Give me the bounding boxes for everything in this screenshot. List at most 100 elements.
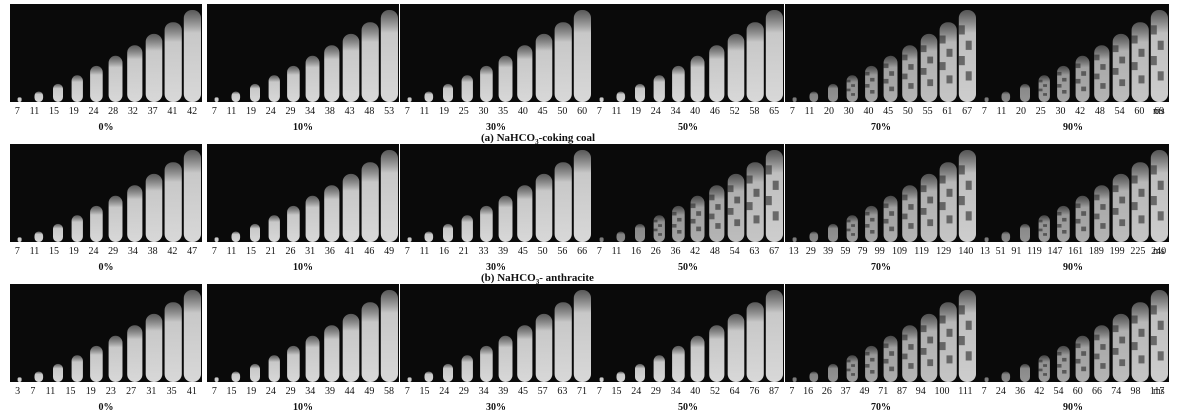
- time-tick-label: 7: [596, 106, 602, 117]
- time-tick-label: 7: [981, 386, 987, 397]
- time-tick-label: 39: [498, 386, 509, 397]
- time-tick-label: 87: [896, 386, 907, 397]
- concentration-label: 30%: [486, 122, 506, 133]
- time-tick-label: 24: [265, 386, 276, 397]
- time-tick-label: 35: [498, 106, 509, 117]
- time-tick-label: 199: [1109, 246, 1125, 257]
- time-tick-label: 19: [68, 106, 79, 117]
- time-tick-label: 37: [840, 386, 851, 397]
- time-tick-label: 52: [729, 106, 740, 117]
- time-tick-label: 34: [670, 386, 681, 397]
- time-tick-label: 71: [878, 386, 889, 397]
- time-tick-label: 48: [364, 106, 375, 117]
- time-tick-labels: 7 11 16 21 33 39 45 50 56 66: [400, 246, 592, 257]
- caption-subscript: 3: [535, 278, 540, 287]
- time-tick-label: 16: [803, 386, 814, 397]
- time-tick-label: 34: [127, 246, 138, 257]
- time-tick-label: 37: [147, 106, 158, 117]
- time-tick-label: 45: [517, 386, 528, 397]
- time-tick-label: 16: [630, 246, 641, 257]
- time-tick-label: 7: [404, 386, 410, 397]
- time-tick-label: 7: [30, 386, 36, 397]
- time-tick-label: 52: [709, 386, 720, 397]
- time-tick-label: 24: [650, 106, 661, 117]
- time-tick-labels: 7 11 16 26 36 42 48 54 63 67: [592, 246, 784, 257]
- time-tick-label: 11: [996, 106, 1007, 117]
- time-tick-label: 36: [670, 246, 681, 257]
- time-tick-label: 63: [557, 386, 568, 397]
- time-tick-label: 7: [211, 106, 217, 117]
- time-unit-label: ms: [1153, 106, 1165, 117]
- time-tick-labels: 7 15 24 29 34 40 52 64 76 87: [592, 386, 784, 397]
- time-tick-labels: 7 15 24 29 34 39 45 57 63 71: [400, 386, 592, 397]
- time-tick-label: 66: [1092, 386, 1103, 397]
- time-tick-label: 32: [127, 106, 138, 117]
- flame-image-panel: [592, 4, 784, 102]
- concentration-label: 70%: [871, 122, 891, 133]
- time-tick-label: 11: [226, 106, 237, 117]
- caption-subscript: 3: [535, 138, 539, 147]
- flame-image-panel: [977, 144, 1169, 242]
- caption-prefix: (a) NaHCO: [481, 132, 536, 144]
- time-tick-label: 54: [1114, 106, 1125, 117]
- time-tick-label: 40: [690, 386, 701, 397]
- time-tick-label: 39: [324, 386, 335, 397]
- flame-image-panel: [10, 144, 202, 242]
- time-tick-label: 36: [1015, 386, 1026, 397]
- time-tick-label: 44: [344, 386, 355, 397]
- time-tick-label: 29: [108, 246, 119, 257]
- time-tick-label: 23: [105, 386, 116, 397]
- time-tick-label: 7: [596, 246, 602, 257]
- time-tick-label: 42: [1034, 386, 1045, 397]
- time-tick-label: 240: [1151, 246, 1167, 257]
- concentration-label: 70%: [871, 262, 891, 273]
- time-tick-label: 7: [211, 246, 217, 257]
- time-tick-label: 48: [709, 246, 720, 257]
- time-tick-label: 19: [68, 246, 79, 257]
- time-tick-label: 147: [1047, 246, 1063, 257]
- time-tick-labels: 7 11 19 24 29 34 38 43 48 53: [207, 106, 399, 117]
- concentration-label: 10%: [293, 262, 313, 273]
- concentration-label: 10%: [293, 402, 313, 413]
- time-tick-label: 13: [979, 246, 990, 257]
- time-tick-label: 60: [577, 106, 588, 117]
- time-tick-label: 15: [245, 246, 256, 257]
- time-tick-label: 109: [892, 246, 908, 257]
- time-tick-label: 21: [458, 246, 469, 257]
- flame-image-panel: [785, 144, 977, 242]
- time-tick-label: 66: [577, 246, 588, 257]
- time-tick-labels: 7 16 26 37 49 71 87 94 100 111: [785, 386, 977, 397]
- flame-image-panel: [592, 144, 784, 242]
- time-tick-label: 36: [324, 246, 335, 257]
- flame-image-panel: [10, 4, 202, 102]
- time-tick-label: 11: [29, 246, 40, 257]
- time-tick-label: 16: [438, 246, 449, 257]
- time-tick-label: 41: [344, 246, 355, 257]
- flame-image-panel: [207, 144, 399, 242]
- time-tick-label: 7: [211, 386, 217, 397]
- time-tick-label: 7: [14, 106, 20, 117]
- time-tick-label: 11: [419, 246, 430, 257]
- flame-image-panel: [207, 4, 399, 102]
- time-tick-label: 50: [537, 246, 548, 257]
- time-tick-label: 26: [821, 386, 832, 397]
- time-tick-label: 11: [45, 386, 56, 397]
- concentration-label: 30%: [486, 402, 506, 413]
- time-tick-label: 40: [690, 106, 701, 117]
- time-tick-label: 30: [478, 106, 489, 117]
- time-tick-label: 34: [670, 106, 681, 117]
- time-tick-label: 35: [166, 386, 177, 397]
- time-tick-label: 11: [804, 106, 815, 117]
- time-tick-label: 11: [611, 246, 622, 257]
- time-tick-label: 33: [478, 246, 489, 257]
- time-tick-label: 11: [611, 106, 622, 117]
- time-tick-labels: 3 7 11 15 19 23 27 31 35 41: [10, 386, 202, 397]
- flame-image-panel: [10, 284, 202, 382]
- time-tick-label: 60: [1072, 386, 1083, 397]
- time-tick-label: 53: [384, 106, 395, 117]
- time-tick-label: 13: [788, 246, 799, 257]
- flame-image-panel: [785, 4, 977, 102]
- concentration-label: 50%: [678, 122, 698, 133]
- time-tick-labels: 13 51 91 119 147 161 189 199 225 240: [977, 246, 1169, 257]
- time-tick-label: 46: [709, 106, 720, 117]
